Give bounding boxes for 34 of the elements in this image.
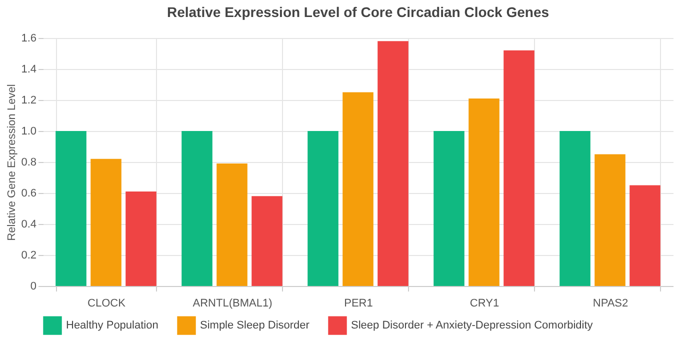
chart-title: Relative Expression Level of Core Circadian Clock Genes — [166, 4, 550, 20]
bar — [342, 92, 374, 286]
y-tick-label: 1.6 — [21, 32, 36, 44]
bar — [504, 50, 534, 286]
bar — [90, 158, 122, 286]
bar — [378, 41, 408, 286]
y-tick-label: 0 — [30, 280, 36, 292]
bar — [126, 191, 156, 286]
bar — [560, 131, 590, 286]
x-tick-label: CLOCK — [88, 298, 126, 310]
bar — [252, 196, 282, 286]
x-tick-label: CRY1 — [470, 298, 500, 310]
bar — [56, 131, 86, 286]
y-tick-label: 0.2 — [21, 250, 36, 262]
x-tick-label: ARNTL(BMAL1) — [192, 298, 272, 310]
y-tick-label: 1.2 — [21, 94, 36, 106]
y-tick-label: 1.4 — [21, 64, 36, 76]
legend-label: Simple Sleep Disorder — [200, 320, 310, 332]
y-tick-label: 1.0 — [21, 126, 36, 138]
bar — [182, 131, 212, 286]
x-tick-label: PER1 — [344, 298, 373, 310]
bar — [594, 154, 626, 286]
bar — [468, 98, 500, 286]
y-axis-title: Relative Gene Expression Level — [6, 84, 18, 241]
y-tick-label: 0.4 — [21, 218, 36, 230]
bar — [308, 131, 338, 286]
y-tick-label: 0.6 — [21, 188, 36, 200]
x-tick-label: NPAS2 — [592, 298, 628, 310]
bar — [216, 164, 248, 286]
y-tick-label: 0.8 — [21, 156, 36, 168]
bar — [434, 131, 464, 286]
legend-label: Sleep Disorder + Anxiety-Depression Comorbidity — [351, 320, 594, 332]
bar — [630, 185, 660, 286]
legend-label: Healthy Population — [66, 320, 158, 332]
